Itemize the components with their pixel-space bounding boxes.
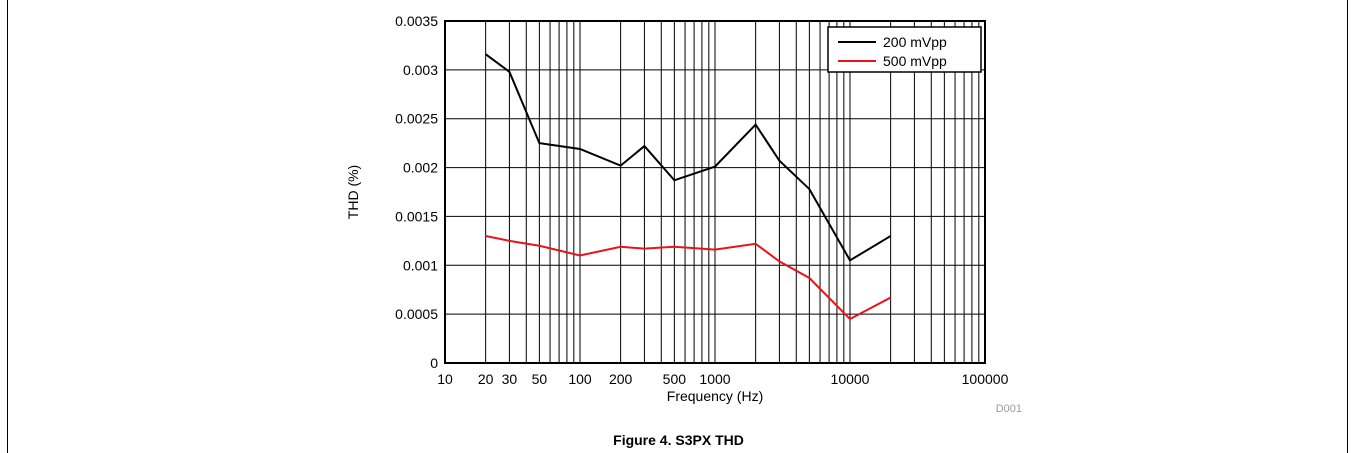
x-tick-label: 50 — [532, 371, 548, 387]
y-tick-label: 0.003 — [403, 62, 438, 78]
x-tick-label: 1000 — [699, 371, 730, 387]
legend-label-200mvpp: 200 mVpp — [883, 34, 947, 50]
series-line-500mvpp — [485, 234, 892, 321]
y-tick-label: 0.0005 — [395, 306, 438, 322]
x-tick-label: 200 — [609, 371, 633, 387]
x-tick-label: 100 — [568, 371, 592, 387]
figure-caption: Figure 4. S3PX THD — [613, 432, 744, 448]
y-axis-title: THD (%) — [345, 165, 361, 219]
y-tick-label: 0.001 — [403, 257, 438, 273]
y-tick-label: 0.0025 — [395, 111, 438, 127]
legend-label-500mvpp: 500 mVpp — [883, 53, 947, 69]
thd-chart: 0 0.0005 0.001 0.0015 0.002 0.0025 0.003 0.0035… — [345, 13, 1022, 415]
series-line-200mvpp — [485, 53, 892, 262]
x-tick-label: 10 — [437, 371, 453, 387]
x-axis-title: Frequency (Hz) — [667, 388, 763, 404]
x-tick-label: 100000 — [962, 371, 1009, 387]
figure-frame — [7, 0, 1348, 453]
y-tick-label: 0.002 — [403, 160, 438, 176]
legend-box — [827, 26, 982, 73]
y-tick-label: 0 — [430, 355, 438, 371]
y-tick-label: 0.0035 — [395, 13, 438, 29]
x-tick-label: 20 — [478, 371, 494, 387]
x-tick-label: 30 — [502, 371, 518, 387]
plot-frame — [444, 20, 986, 364]
x-tick-label: 500 — [663, 371, 687, 387]
x-tick-label: 10000 — [831, 371, 870, 387]
chart-id-label: D001 — [996, 403, 1022, 415]
y-tick-label: 0.0015 — [395, 208, 438, 224]
